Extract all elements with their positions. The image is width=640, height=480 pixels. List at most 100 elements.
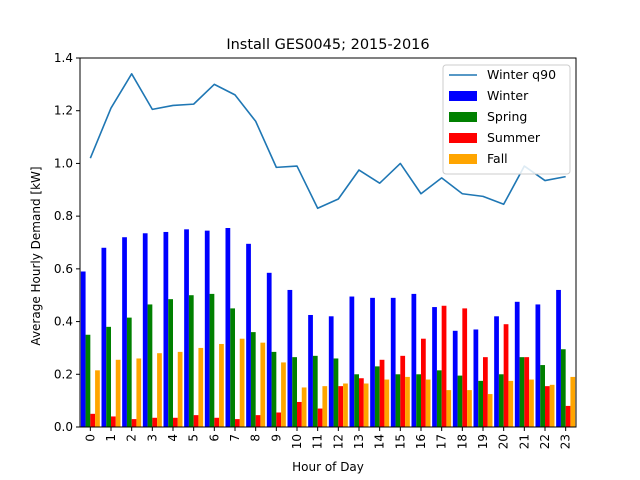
bar-spring-4 (168, 299, 173, 427)
bar-spring-2 (126, 317, 132, 427)
bar-spring-1 (106, 326, 111, 427)
bar-summer-14 (379, 359, 385, 427)
y-tick-label: 0.8 (54, 209, 73, 223)
bar-winter-19 (473, 329, 479, 427)
bar-spring-8 (250, 332, 256, 427)
axes-group: 0.00.20.40.60.81.01.21.40 1 2 3 4 5 6 7 8 9 10 11 12… (54, 51, 577, 449)
bar-summer-16 (421, 338, 426, 427)
bar-fall-14 (384, 379, 390, 427)
bar-winter-12 (328, 316, 334, 427)
y-axis-label: Average Hourly Demand [kW] (29, 166, 43, 345)
x-tick-label: 9 (269, 434, 283, 442)
x-tick-label: 20 (497, 434, 511, 449)
bar-spring-10 (292, 357, 297, 427)
legend-swatch (449, 91, 477, 101)
bar-fall-20 (508, 380, 514, 427)
bar-summer-10 (297, 401, 302, 427)
bar-summer-23 (565, 405, 571, 427)
bar-winter-18 (452, 330, 458, 427)
legend-swatch (449, 133, 477, 143)
bar-winter-6 (204, 230, 210, 427)
legend-label: Winter q90 (487, 67, 556, 82)
bar-winter-16 (411, 293, 417, 427)
x-tick-label: 4 (166, 434, 180, 442)
legend-label: Summer (487, 130, 541, 145)
bar-winter-22 (535, 304, 541, 427)
bar-fall-16 (425, 379, 431, 427)
bar-spring-17 (436, 370, 442, 427)
x-tick-label: 16 (414, 434, 428, 449)
bar-summer-13 (359, 378, 364, 427)
x-tick-label: 13 (352, 434, 366, 449)
bars-group (80, 228, 576, 427)
line-winter-q90 (89, 73, 566, 210)
bar-fall-22 (549, 384, 555, 427)
x-tick-label: 21 (517, 434, 531, 449)
bar-winter-0 (80, 271, 86, 427)
bar-summer-6 (214, 417, 220, 427)
bar-spring-9 (271, 351, 277, 427)
bar-fall-10 (301, 387, 307, 427)
y-tick-label: 1.2 (54, 104, 73, 118)
x-tick-label: 22 (538, 434, 552, 449)
bar-spring-3 (147, 304, 153, 427)
legend-label: Spring (487, 109, 527, 124)
bar-fall-6 (219, 343, 224, 427)
bar-spring-20 (498, 374, 504, 427)
x-tick-label: 7 (228, 434, 242, 442)
y-tick-label: 1.0 (54, 156, 73, 170)
bar-spring-12 (333, 358, 339, 427)
bar-winter-13 (349, 296, 355, 427)
bar-summer-12 (338, 386, 344, 427)
bar-summer-7 (235, 419, 240, 427)
bar-summer-1 (111, 416, 116, 427)
bar-fall-5 (198, 347, 204, 427)
y-tick-label: 0.0 (54, 420, 73, 434)
bar-summer-19 (483, 357, 488, 427)
bar-winter-15 (390, 297, 396, 427)
bar-fall-4 (177, 351, 183, 427)
x-tick-label: 12 (331, 434, 345, 449)
legend-swatch (449, 112, 477, 122)
x-tick-label: 6 (207, 434, 221, 442)
bar-fall-19 (487, 394, 493, 427)
bar-summer-2 (131, 419, 137, 427)
x-tick-label: 5 (187, 434, 201, 442)
bar-spring-13 (354, 374, 359, 427)
bar-winter-4 (163, 231, 169, 427)
bar-fall-1 (115, 359, 121, 427)
bar-fall-21 (529, 379, 534, 427)
bar-winter-17 (432, 307, 437, 427)
bar-winter-23 (556, 289, 561, 427)
x-tick-label: 10 (290, 434, 304, 449)
x-tick-label: 17 (435, 434, 449, 449)
bar-winter-10 (287, 289, 293, 427)
y-tick-label: 0.4 (54, 315, 73, 329)
bar-fall-7 (239, 338, 245, 427)
bar-summer-17 (441, 305, 447, 427)
bar-spring-0 (85, 334, 91, 427)
bar-fall-0 (95, 370, 100, 427)
bar-spring-23 (560, 349, 566, 427)
bar-summer-22 (545, 386, 550, 427)
bar-summer-15 (400, 355, 406, 427)
bar-spring-22 (540, 365, 545, 427)
x-tick-label: 2 (125, 434, 139, 442)
bar-winter-1 (101, 247, 107, 427)
bar-spring-15 (395, 374, 401, 427)
bar-spring-19 (478, 380, 483, 427)
bar-winter-8 (246, 243, 251, 427)
bar-winter-5 (184, 229, 189, 427)
bar-summer-3 (152, 417, 158, 427)
bar-spring-5 (188, 295, 194, 427)
x-tick-label: 19 (476, 434, 490, 449)
bar-fall-15 (405, 376, 410, 427)
legend-swatch (449, 154, 477, 164)
x-tick-label: 23 (559, 434, 573, 449)
bar-summer-11 (317, 408, 323, 427)
bar-spring-14 (374, 366, 380, 427)
bar-spring-21 (519, 357, 525, 427)
x-tick-label: 0 (83, 434, 97, 442)
bar-spring-7 (230, 308, 235, 427)
